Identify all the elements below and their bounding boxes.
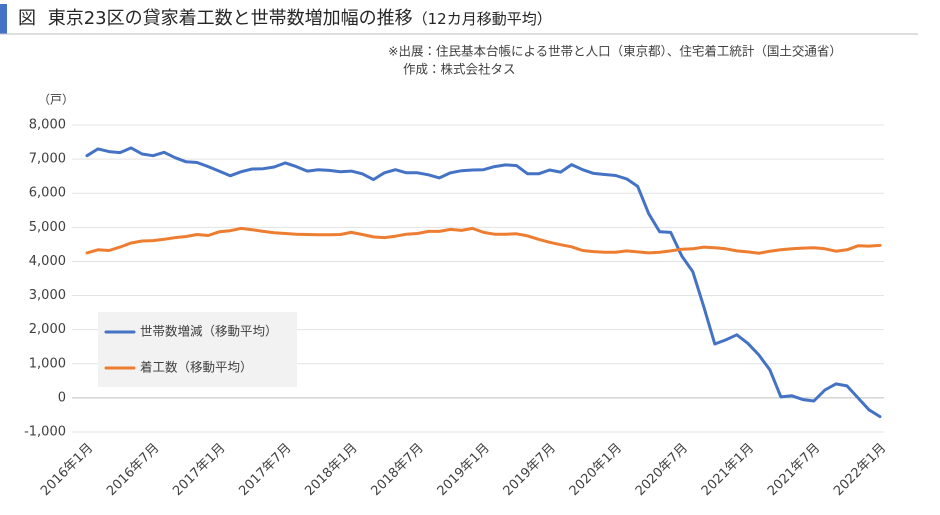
x-tick-label: 2019年1月: [435, 441, 493, 499]
y-tick-label: 3,000: [29, 288, 66, 303]
x-tick-label: 2021年7月: [765, 441, 823, 499]
legend-label: 世帯数増減（移動平均）: [140, 324, 278, 339]
y-tick-label: 8,000: [29, 118, 66, 133]
x-tick-label: 2020年1月: [567, 441, 625, 499]
x-tick-label: 2020年7月: [633, 441, 691, 499]
x-tick-label: 2016年7月: [104, 441, 162, 499]
x-tick-label: 2021年1月: [699, 441, 757, 499]
x-tick-label: 2019年7月: [501, 441, 559, 499]
title-note: （12カ月移動平均）: [413, 10, 552, 28]
x-tick-label: 2022年1月: [831, 441, 889, 499]
chart-title: 図 東京23区の貸家着工数と世帯数増加幅の推移（12カ月移動平均）: [18, 8, 552, 29]
y-tick-label: 5,000: [29, 220, 66, 235]
x-tick-label: 2018年7月: [368, 441, 426, 499]
x-tick-label: 2018年1月: [302, 441, 360, 499]
legend-box: [98, 312, 297, 387]
title-main: 東京23区の貸家着工数と世帯数増加幅の推移: [48, 8, 413, 29]
title-accent: [0, 4, 7, 34]
y-tick-label: -1,000: [24, 425, 66, 440]
x-tick-label: 2017年7月: [236, 441, 294, 499]
y-tick-label: 0: [58, 390, 66, 405]
y-tick-label: 4,000: [29, 254, 66, 269]
series-line: [85, 146, 882, 419]
x-tick-label: 2017年1月: [170, 441, 228, 499]
source-note: ※出展：住民基本台帳による世帯と人口（東京都）、住宅着工統計（国土交通省）: [388, 44, 842, 59]
series-line: [85, 226, 882, 255]
y-tick-label: 1,000: [29, 356, 66, 371]
credit-note: 作成：株式会社タス: [403, 62, 516, 77]
y-unit: （戸）: [38, 93, 74, 107]
x-tick-label: 2016年1月: [38, 441, 96, 499]
y-tick-label: 6,000: [29, 186, 66, 201]
y-tick-label: 2,000: [29, 322, 66, 337]
y-tick-label: 7,000: [29, 152, 66, 167]
figure-label: 図: [18, 8, 36, 29]
legend-label: 着工数（移動平均）: [140, 360, 253, 375]
